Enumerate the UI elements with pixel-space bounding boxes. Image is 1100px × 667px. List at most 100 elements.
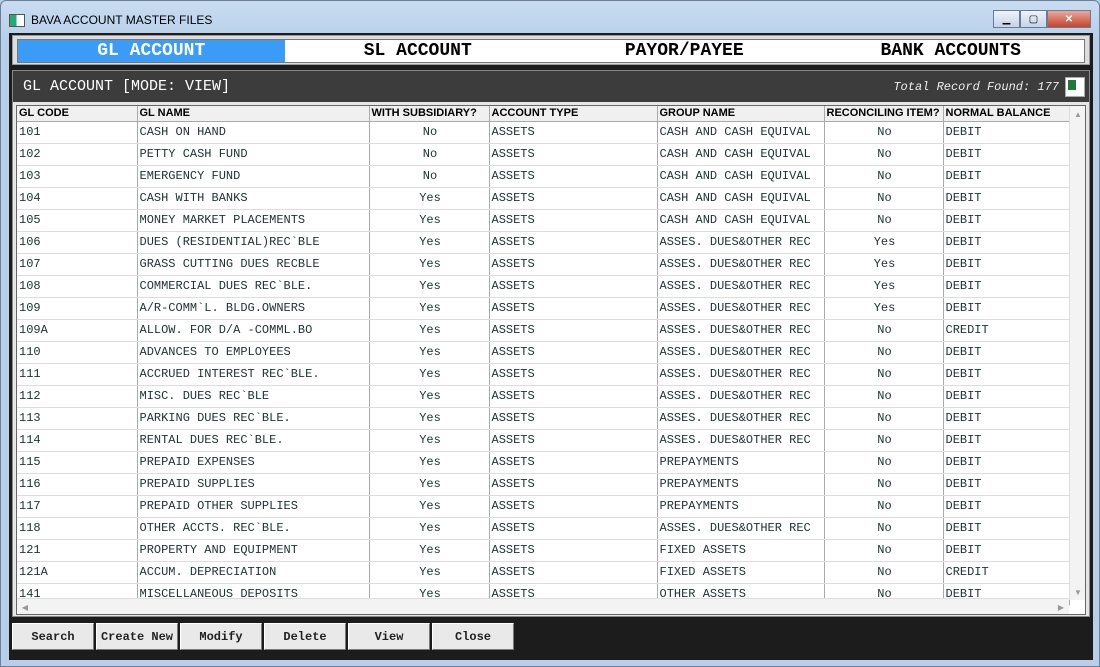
horizontal-scrollbar[interactable]: ◀ ▶ [17, 598, 1069, 614]
table-cell: No [824, 363, 944, 386]
gl-account-panel: GL ACCOUNT [MODE: VIEW] Total Record Fou… [12, 70, 1090, 617]
table-cell: 102 [17, 143, 138, 166]
table-row[interactable]: 114 RENTAL DUES REC`BLE. Yes ASSETS ASSES. D… [17, 429, 1070, 452]
search-button[interactable]: Search [12, 623, 94, 650]
table-cell: No [824, 385, 944, 408]
table-cell: DEBIT [943, 473, 1070, 496]
table-cell: 115 [17, 451, 138, 474]
table-cell: DEBIT [943, 275, 1070, 298]
table-cell: CASH AND CASH EQUIVAL [657, 165, 825, 188]
table-cell: Yes [824, 253, 944, 276]
app-icon [9, 13, 25, 27]
panel-title: GL ACCOUNT [MODE: VIEW] [23, 78, 231, 95]
create-new-button[interactable]: Create New [96, 623, 178, 650]
modify-button[interactable]: Modify [180, 623, 262, 650]
table-cell: DEBIT [943, 187, 1070, 210]
column-header[interactable]: GROUP NAME [657, 106, 825, 122]
table-cell: Yes [369, 209, 490, 232]
table-cell: PARKING DUES REC`BLE. [137, 407, 370, 430]
scroll-down-icon[interactable]: ▼ [1074, 587, 1082, 597]
table-cell: No [369, 121, 490, 144]
table-row[interactable]: 101 CASH ON HAND No ASSETS CASH AND CASH EQU… [17, 121, 1070, 144]
column-header[interactable]: GL NAME [137, 106, 370, 122]
table-cell: DEBIT [943, 209, 1070, 232]
table-row[interactable]: 111 ACCRUED INTEREST REC`BLE. Yes ASSETS ASS… [17, 363, 1070, 386]
table-cell: OTHER ACCTS. REC`BLE. [137, 517, 370, 540]
table-cell: ASSES. DUES&OTHER REC [657, 517, 825, 540]
table-cell: Yes [369, 275, 490, 298]
table-cell: PREPAYMENTS [657, 451, 825, 474]
table-cell: 116 [17, 473, 138, 496]
table-cell: No [824, 121, 944, 144]
table-cell: 106 [17, 231, 138, 254]
table-cell: CASH AND CASH EQUIVAL [657, 143, 825, 166]
tab-bank-accounts[interactable]: BANK ACCOUNTS [880, 41, 1021, 61]
table-cell: ASSETS [489, 187, 658, 210]
column-header[interactable]: WITH SUBSIDIARY? [369, 106, 490, 122]
table-cell: ASSETS [489, 231, 658, 254]
table-row[interactable]: 109 A/R-COMM`L. BLDG.OWNERS Yes ASSETS ASSES… [17, 297, 1070, 320]
table-cell: Yes [369, 319, 490, 342]
column-header[interactable]: GL CODE [17, 106, 138, 122]
column-header[interactable]: NORMAL BALANCE [943, 106, 1070, 122]
table-row[interactable]: 113 PARKING DUES REC`BLE. Yes ASSETS ASSES. … [17, 407, 1070, 430]
table-cell: ASSES. DUES&OTHER REC [657, 231, 825, 254]
scroll-left-icon[interactable]: ◀ [21, 602, 29, 612]
table-cell: DEBIT [943, 231, 1070, 254]
table-cell: Yes [369, 495, 490, 518]
table-row[interactable]: 117 PREPAID OTHER SUPPLIES Yes ASSETS PREPAY… [17, 495, 1070, 518]
table-cell: CREDIT [943, 319, 1070, 342]
scroll-right-icon[interactable]: ▶ [1057, 602, 1065, 612]
table-cell: FIXED ASSETS [657, 561, 825, 584]
column-header[interactable]: RECONCILING ITEM? [824, 106, 944, 122]
table-cell: No [824, 539, 944, 562]
vertical-scrollbar[interactable]: ▲ ▼ [1069, 106, 1085, 600]
table-cell: 117 [17, 495, 138, 518]
table-row[interactable]: 107 GRASS CUTTING DUES RECBLE Yes ASSETS ASS… [17, 253, 1070, 276]
table-cell: 108 [17, 275, 138, 298]
delete-button[interactable]: Delete [264, 623, 346, 650]
table-cell: Yes [824, 275, 944, 298]
table-cell: PREPAID OTHER SUPPLIES [137, 495, 370, 518]
table-row[interactable]: 105 MONEY MARKET PLACEMENTS Yes ASSETS CASH … [17, 209, 1070, 232]
table-cell: ACCRUED INTEREST REC`BLE. [137, 363, 370, 386]
view-button[interactable]: View [348, 623, 430, 650]
column-header[interactable]: ACCOUNT TYPE [489, 106, 658, 122]
table-cell: ASSES. DUES&OTHER REC [657, 275, 825, 298]
table-cell: DEBIT [943, 407, 1070, 430]
table-row[interactable]: 109A ALLOW. FOR D/A -COMML.BO Yes ASSETS ASS… [17, 319, 1070, 342]
tab-sl-account[interactable]: SL ACCOUNT [363, 41, 472, 61]
excel-export-icon[interactable] [1065, 76, 1085, 97]
table-cell: MONEY MARKET PLACEMENTS [137, 209, 370, 232]
minimize-button[interactable]: ▁ [993, 10, 1020, 28]
table-cell: RENTAL DUES REC`BLE. [137, 429, 370, 452]
table-cell: ALLOW. FOR D/A -COMML.BO [137, 319, 370, 342]
table-row[interactable]: 104 CASH WITH BANKS Yes ASSETS CASH AND CASH… [17, 187, 1070, 210]
table-row[interactable]: 115 PREPAID EXPENSES Yes ASSETS PREPAYMENTS N… [17, 451, 1070, 474]
table-cell: PETTY CASH FUND [137, 143, 370, 166]
table-row[interactable]: 108 COMMERCIAL DUES REC`BLE. Yes ASSETS ASSE… [17, 275, 1070, 298]
table-row[interactable]: 118 OTHER ACCTS. REC`BLE. Yes ASSETS ASSES. … [17, 517, 1070, 540]
table-row[interactable]: 110 ADVANCES TO EMPLOYEES Yes ASSETS ASSES. … [17, 341, 1070, 364]
table-row[interactable]: 102 PETTY CASH FUND No ASSETS CASH AND CASH … [17, 143, 1070, 166]
table-row[interactable]: 106 DUES (RESIDENTIAL)REC`BLE Yes ASSETS ASS… [17, 231, 1070, 254]
table-cell: ASSES. DUES&OTHER REC [657, 319, 825, 342]
table-cell: Yes [369, 451, 490, 474]
table-row[interactable]: 121A ACCUM. DEPRECIATION Yes ASSETS FIXED AS… [17, 561, 1070, 584]
table-row[interactable]: 103 EMERGENCY FUND No ASSETS CASH AND CASH E… [17, 165, 1070, 188]
close-window-button[interactable]: ✕ [1047, 10, 1091, 28]
tab-payor-payee[interactable]: PAYOR/PAYEE [624, 41, 744, 61]
table-cell: 114 [17, 429, 138, 452]
table-cell: GRASS CUTTING DUES RECBLE [137, 253, 370, 276]
table-cell: DEBIT [943, 385, 1070, 408]
close-button[interactable]: Close [432, 623, 514, 650]
tab-gl-account[interactable]: GL ACCOUNT [18, 40, 285, 62]
table-cell: No [824, 165, 944, 188]
table-cell: ASSETS [489, 121, 658, 144]
table-cell: CASH AND CASH EQUIVAL [657, 187, 825, 210]
table-row[interactable]: 121 PROPERTY AND EQUIPMENT Yes ASSETS FIXED … [17, 539, 1070, 562]
scroll-up-icon[interactable]: ▲ [1074, 109, 1082, 119]
maximize-button[interactable]: ▢ [1020, 10, 1047, 28]
table-row[interactable]: 112 MISC. DUES REC`BLE Yes ASSETS ASSES. DUE… [17, 385, 1070, 408]
table-row[interactable]: 116 PREPAID SUPPLIES Yes ASSETS PREPAYMENTS N… [17, 473, 1070, 496]
